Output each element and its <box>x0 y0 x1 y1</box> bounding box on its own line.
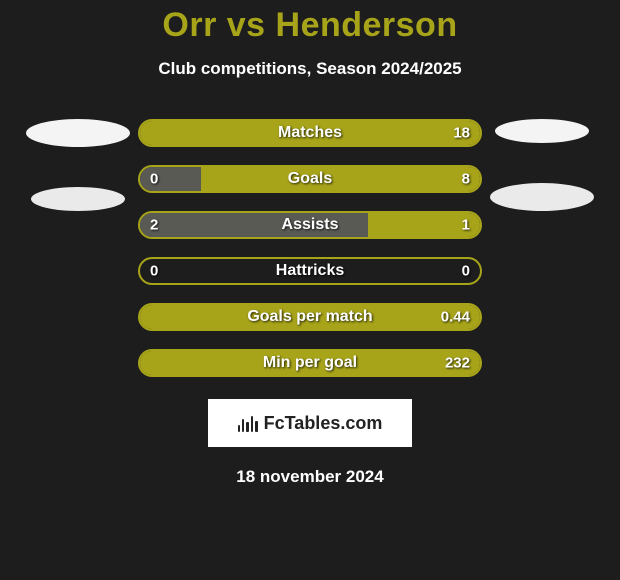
player-left-avatar-1 <box>26 119 130 147</box>
bar-value-right: 18 <box>453 125 470 142</box>
root: Orr vs Henderson Club competitions, Seas… <box>0 0 620 580</box>
player-right-avatar-2 <box>490 183 594 211</box>
logo-text: FcTables.com <box>264 413 383 434</box>
bar-value-right: 0.44 <box>441 309 470 326</box>
logo-bars-icon <box>238 414 258 432</box>
bar-row: 232 Min per goal <box>138 349 482 377</box>
bar-row: 2 1 Assists <box>138 211 482 239</box>
bar-label: Goals per match <box>247 308 372 326</box>
bar-label: Min per goal <box>263 354 357 372</box>
player-right-col <box>482 119 602 377</box>
bar-value-right: 0 <box>462 263 470 280</box>
site-logo[interactable]: FcTables.com <box>208 399 412 447</box>
bar-row: 18 Matches <box>138 119 482 147</box>
bar-value-right: 8 <box>462 171 470 188</box>
bars-container: 18 Matches 0 8 Goals 2 1 Assists 0 0 Hattricks 0.44… <box>138 119 482 377</box>
bar-label: Matches <box>278 124 342 142</box>
page-title: Orr vs Henderson <box>162 6 457 45</box>
bar-fill-right <box>201 167 480 191</box>
player-left-avatar-2 <box>31 187 125 211</box>
player-right-avatar-1 <box>495 119 589 143</box>
bar-label: Goals <box>288 170 332 188</box>
bar-label: Hattricks <box>276 262 344 280</box>
bar-value-right: 1 <box>462 217 470 234</box>
bar-row: 0.44 Goals per match <box>138 303 482 331</box>
comparison-chart: 18 Matches 0 8 Goals 2 1 Assists 0 0 Hattricks 0.44… <box>0 119 620 377</box>
bar-value-left: 0 <box>150 171 158 188</box>
bar-row: 0 0 Hattricks <box>138 257 482 285</box>
bar-label: Assists <box>282 216 339 234</box>
bar-value-right: 232 <box>445 355 470 372</box>
subtitle: Club competitions, Season 2024/2025 <box>158 59 461 79</box>
bar-value-left: 0 <box>150 263 158 280</box>
player-left-col <box>18 119 138 377</box>
bar-value-left: 2 <box>150 217 158 234</box>
bar-row: 0 8 Goals <box>138 165 482 193</box>
date-label: 18 november 2024 <box>236 467 383 487</box>
